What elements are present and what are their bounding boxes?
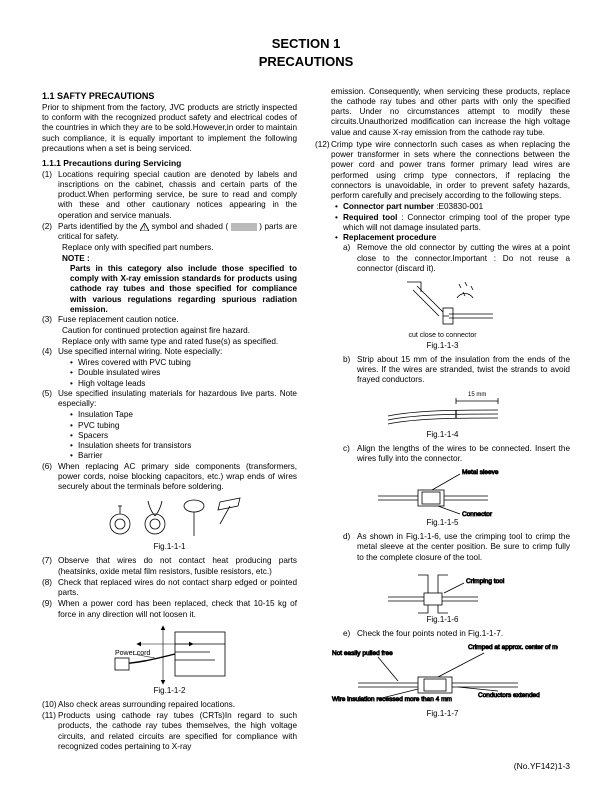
svg-text:Crimped at approx. center of m: Crimped at approx. center of metal sleev… bbox=[468, 644, 558, 651]
step-c: Align the lengths of the wires to be con… bbox=[357, 444, 570, 463]
item-2-line2: Replace only with specified part numbers… bbox=[42, 243, 297, 253]
svg-text:15 mm: 15 mm bbox=[468, 392, 486, 398]
connector-part-value: :E03830-001 bbox=[436, 202, 483, 211]
item-3a: Fuse replacement caution notice. bbox=[58, 315, 179, 324]
section-number: SECTION 1 bbox=[42, 36, 570, 52]
intro-paragraph: Prior to shipment from the factory, JVC … bbox=[42, 103, 297, 154]
left-column: 1.1 SAFTY PRECAUTIONS Prior to shipment … bbox=[42, 87, 297, 754]
heading-1-1: 1.1 SAFTY PRECAUTIONS bbox=[42, 91, 297, 102]
required-tool-label: Required tool bbox=[343, 213, 397, 222]
figure-1-1-1: Fig.1-1-1 bbox=[42, 496, 297, 552]
item-5-b1: Insulation Tape bbox=[70, 410, 297, 420]
fig-1-1-3-label: cut close to connector bbox=[315, 332, 570, 341]
svg-text:!: ! bbox=[144, 226, 146, 231]
figure-1-1-5-caption: Fig.1-1-5 bbox=[315, 518, 570, 528]
item-4-b2: Double insulated wires bbox=[70, 368, 297, 378]
item-5: Use specified insulating materials for h… bbox=[58, 389, 297, 408]
item-9: When a power cord has been replaced, che… bbox=[58, 599, 297, 618]
step-b: Strip about 15 mm of the insulation from… bbox=[357, 355, 570, 385]
figure-1-1-7: Not easily pulled free Crimped at approx… bbox=[315, 643, 570, 719]
svg-text:Conductors extended: Conductors extended bbox=[478, 692, 540, 699]
right-column: emission. Consequently, when servicing t… bbox=[315, 87, 570, 754]
svg-text:Connector: Connector bbox=[462, 511, 493, 518]
item-4-b1: Wires covered with PVC tubing bbox=[70, 358, 297, 368]
item-3c: Replace only with same type and rated fu… bbox=[42, 337, 297, 347]
svg-text:Not easily pulled free: Not easily pulled free bbox=[332, 650, 393, 657]
heading-1-1-1: 1.1.1 Precautions during Servicing bbox=[42, 158, 297, 169]
figure-1-1-1-caption: Fig.1-1-1 bbox=[42, 542, 297, 552]
shaded-box-icon bbox=[231, 223, 257, 231]
figure-1-1-3-caption: Fig.1-1-3 bbox=[315, 341, 570, 351]
warning-triangle-icon: ! bbox=[140, 223, 149, 231]
figure-1-1-7-caption: Fig.1-1-7 bbox=[315, 709, 570, 719]
figure-1-1-2-caption: Fig.1-1-2 bbox=[42, 686, 297, 696]
item-1: Locations requiring special caution are … bbox=[58, 170, 297, 220]
figure-1-1-5: Metal sleeve Connector Fig.1-1-5 bbox=[315, 468, 570, 528]
item-10: Also check areas surrounding repaired lo… bbox=[58, 700, 235, 709]
item-7: Observe that wires do not contact heat p… bbox=[58, 556, 297, 575]
svg-text:Metal sleeve: Metal sleeve bbox=[462, 469, 499, 476]
item-6: When replacing AC primary side component… bbox=[58, 462, 297, 492]
right-continuation: emission. Consequently, when servicing t… bbox=[315, 87, 570, 138]
item-12: Crimp type wire connectorIn such cases a… bbox=[331, 140, 570, 200]
svg-text:Crimping tool: Crimping tool bbox=[466, 578, 505, 585]
figure-1-1-2: Power cord Fig.1-1-2 bbox=[42, 624, 297, 696]
item-4: Use specified internal wiring. Note espe… bbox=[58, 347, 222, 356]
figure-1-1-4-caption: Fig.1-1-4 bbox=[315, 430, 570, 440]
note-body: Parts in this category also include thos… bbox=[42, 264, 297, 315]
svg-text:Wire insulation recessed more: Wire insulation recessed more than 4 mm bbox=[332, 696, 452, 703]
item-2: Parts identified by the ! symbol and sha… bbox=[58, 222, 297, 241]
item-5-b5: Barrier bbox=[70, 451, 297, 461]
figure-1-1-6-caption: Fig.1-1-6 bbox=[315, 615, 570, 625]
item-11: Products using cathode ray tubes (CRTs)I… bbox=[58, 711, 297, 751]
item-5-b4: Insulation sheets for transistors bbox=[70, 441, 297, 451]
replacement-procedure-label: Replacement procedure bbox=[343, 233, 436, 242]
page-footer: (No.YF142)1-3 bbox=[42, 761, 570, 772]
figure-1-1-6: Crimping tool Fig.1-1-6 bbox=[315, 567, 570, 625]
item-5-b3: Spacers bbox=[70, 431, 297, 441]
figure-1-1-4: 15 mm Fig.1-1-4 bbox=[315, 390, 570, 440]
item-5-b2: PVC tubing bbox=[70, 421, 297, 431]
item-8: Check that replaced wires do not contact… bbox=[58, 578, 297, 597]
item-4-b3: High voltage leads bbox=[70, 379, 297, 389]
connector-part-label: Connector part number bbox=[343, 202, 434, 211]
step-d: As shown in Fig.1-1-6, use the crimping … bbox=[357, 532, 570, 562]
item-3b: Caution for continued protection against… bbox=[42, 326, 297, 336]
step-e: Check the four points noted in Fig.1-1-7… bbox=[357, 629, 503, 638]
section-heading: PRECAUTIONS bbox=[42, 54, 570, 70]
note-heading: NOTE : bbox=[42, 254, 297, 264]
step-a: Remove the old connector by cutting the … bbox=[357, 243, 570, 273]
figure-1-1-3: cut close to connector Fig.1-1-3 bbox=[315, 278, 570, 351]
